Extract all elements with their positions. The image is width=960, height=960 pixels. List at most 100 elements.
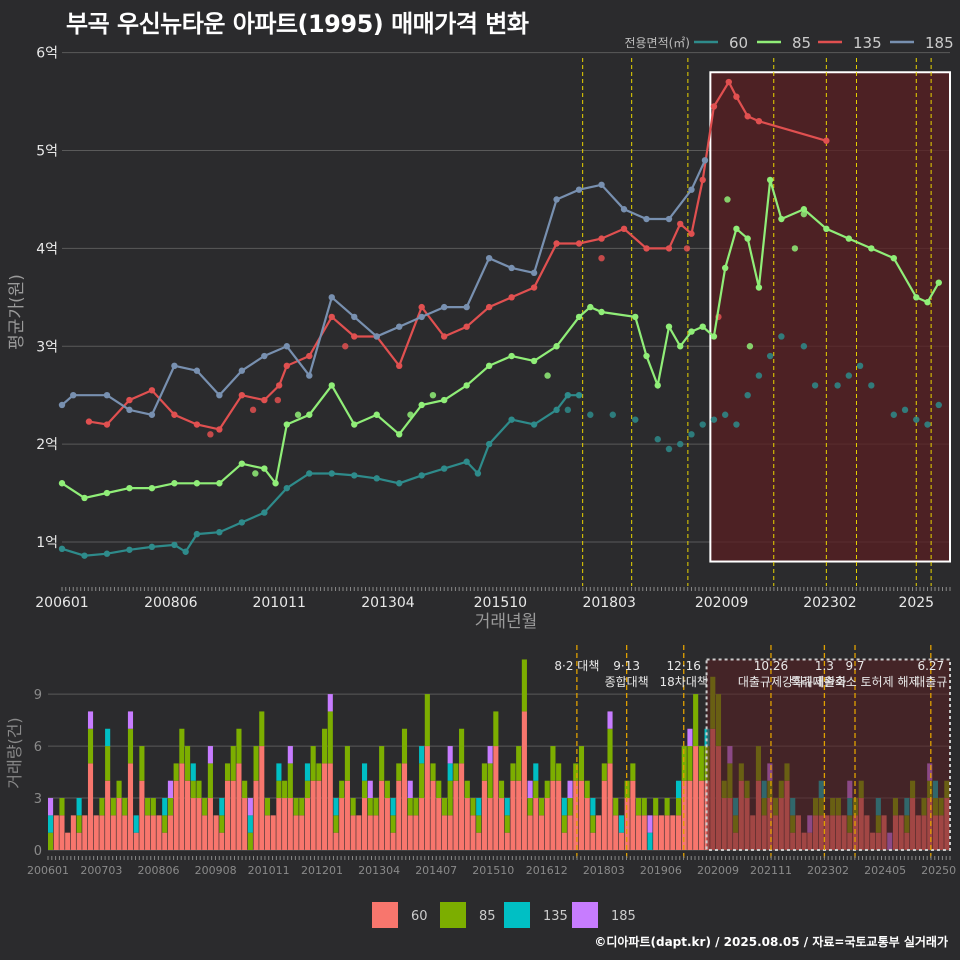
bar-x-tick-label: 200601 xyxy=(27,864,69,877)
bar-segment-85 xyxy=(653,798,659,816)
bar-segment-185 xyxy=(247,798,253,816)
bar-legend: 60 85 135 185 xyxy=(372,902,636,928)
bar-segment-60 xyxy=(179,763,185,850)
scatter-point xyxy=(699,421,706,428)
bar-segment-60 xyxy=(333,832,339,850)
scatter-point xyxy=(207,431,214,438)
bar-segment-85 xyxy=(167,798,173,816)
bar-segment-185 xyxy=(48,798,54,816)
bar-segment-85 xyxy=(681,746,687,781)
series-point-60 xyxy=(418,472,425,479)
bar-segment-85 xyxy=(459,728,465,764)
bar-segment-60 xyxy=(470,815,476,850)
bar-segment-60 xyxy=(419,798,425,850)
bar-segment-85 xyxy=(533,780,539,799)
y-tick-label: 1억 xyxy=(36,535,58,551)
bar-segment-85 xyxy=(419,763,425,799)
scatter-point xyxy=(609,411,616,418)
bar-segment-60 xyxy=(424,746,430,850)
bar-segment-85 xyxy=(396,763,402,781)
x-tick-label: 201510 xyxy=(474,595,527,611)
series-point-185 xyxy=(530,269,538,277)
bar-segment-85 xyxy=(567,798,573,816)
bar-segment-85 xyxy=(339,780,345,799)
bar-segment-85 xyxy=(636,798,642,816)
scatter-point xyxy=(834,382,841,389)
bar-legend-swatch-185 xyxy=(572,902,598,928)
bar-segment-60 xyxy=(270,815,276,850)
scatter-point xyxy=(654,436,661,443)
bar-segment-135 xyxy=(333,798,339,816)
bar-x-tick-label: 202111 xyxy=(750,864,792,877)
series-point-85 xyxy=(103,489,111,497)
policy-label: 9·13 xyxy=(613,659,640,673)
bar-segment-135 xyxy=(304,763,311,781)
bar-segment-60 xyxy=(162,832,168,850)
bar-segment-60 xyxy=(390,832,396,850)
bar-segment-85 xyxy=(693,694,699,747)
series-point-135 xyxy=(261,396,268,404)
series-point-60 xyxy=(463,458,470,465)
bar-segment-85 xyxy=(607,728,613,764)
x-tick-label: 201304 xyxy=(361,595,415,611)
scatter-point xyxy=(564,406,572,414)
bar-segment-135 xyxy=(419,746,425,764)
series-point-60 xyxy=(103,550,111,557)
series-point-135 xyxy=(193,421,201,428)
series-point-85 xyxy=(710,333,718,340)
bar-segment-185 xyxy=(487,746,493,764)
series-point-185 xyxy=(598,181,605,188)
scatter-point xyxy=(632,416,639,423)
bar-x-tick-label: 201803 xyxy=(583,864,625,877)
bar-segment-60 xyxy=(653,815,659,850)
scatter-point xyxy=(744,391,751,399)
bar-segment-60 xyxy=(207,798,213,850)
bar-segment-85 xyxy=(373,798,379,816)
series-point-85 xyxy=(935,279,942,286)
scatter-point xyxy=(342,343,349,350)
bar-segment-85 xyxy=(105,746,111,781)
bar-segment-85 xyxy=(316,763,322,781)
bar-segment-85 xyxy=(48,832,54,850)
bar-x-tick-label: 201304 xyxy=(358,864,400,877)
series-point-185 xyxy=(575,186,583,193)
bar-x-tick-label: 201510 xyxy=(472,864,514,877)
series-point-85 xyxy=(654,382,661,389)
bar-segment-60 xyxy=(282,798,288,850)
policy-label: 규제완화 xyxy=(802,675,846,689)
bar-segment-60 xyxy=(687,780,693,850)
bar-legend-label-85: 85 xyxy=(479,909,496,924)
bar-segment-60 xyxy=(675,815,682,850)
series-point-85 xyxy=(148,484,156,492)
scatter-point xyxy=(587,411,594,418)
policy-label: 6.27 xyxy=(917,659,944,673)
bar-segment-85 xyxy=(259,711,265,747)
series-point-185 xyxy=(701,157,709,164)
series-point-135 xyxy=(725,78,732,86)
bar-segment-85 xyxy=(207,763,213,799)
series-point-85 xyxy=(373,411,380,418)
series-point-85 xyxy=(261,465,268,472)
x-tick-label: 200601 xyxy=(35,595,88,611)
bar-segment-185 xyxy=(87,711,94,729)
bar-x-tick-label: 201011 xyxy=(248,864,290,877)
bar-segment-85 xyxy=(601,763,607,781)
policy-label: 10.26 xyxy=(754,659,788,673)
series-point-185 xyxy=(70,391,77,399)
scatter-point xyxy=(901,406,909,414)
bar-segment-60 xyxy=(167,815,173,850)
bar-segment-60 xyxy=(613,815,619,850)
series-point-85 xyxy=(632,313,639,321)
bar-segment-60 xyxy=(510,780,516,850)
bar-segment-85 xyxy=(122,798,128,816)
bar-segment-85 xyxy=(150,798,156,816)
scatter-point xyxy=(845,372,853,379)
bar-segment-135 xyxy=(105,728,111,747)
bar-segment-85 xyxy=(361,780,368,799)
bar-segment-85 xyxy=(202,798,208,816)
series-point-185 xyxy=(238,367,246,374)
bar-segment-85 xyxy=(430,763,436,781)
series-point-85 xyxy=(845,235,853,242)
bar-segment-60 xyxy=(236,763,242,850)
